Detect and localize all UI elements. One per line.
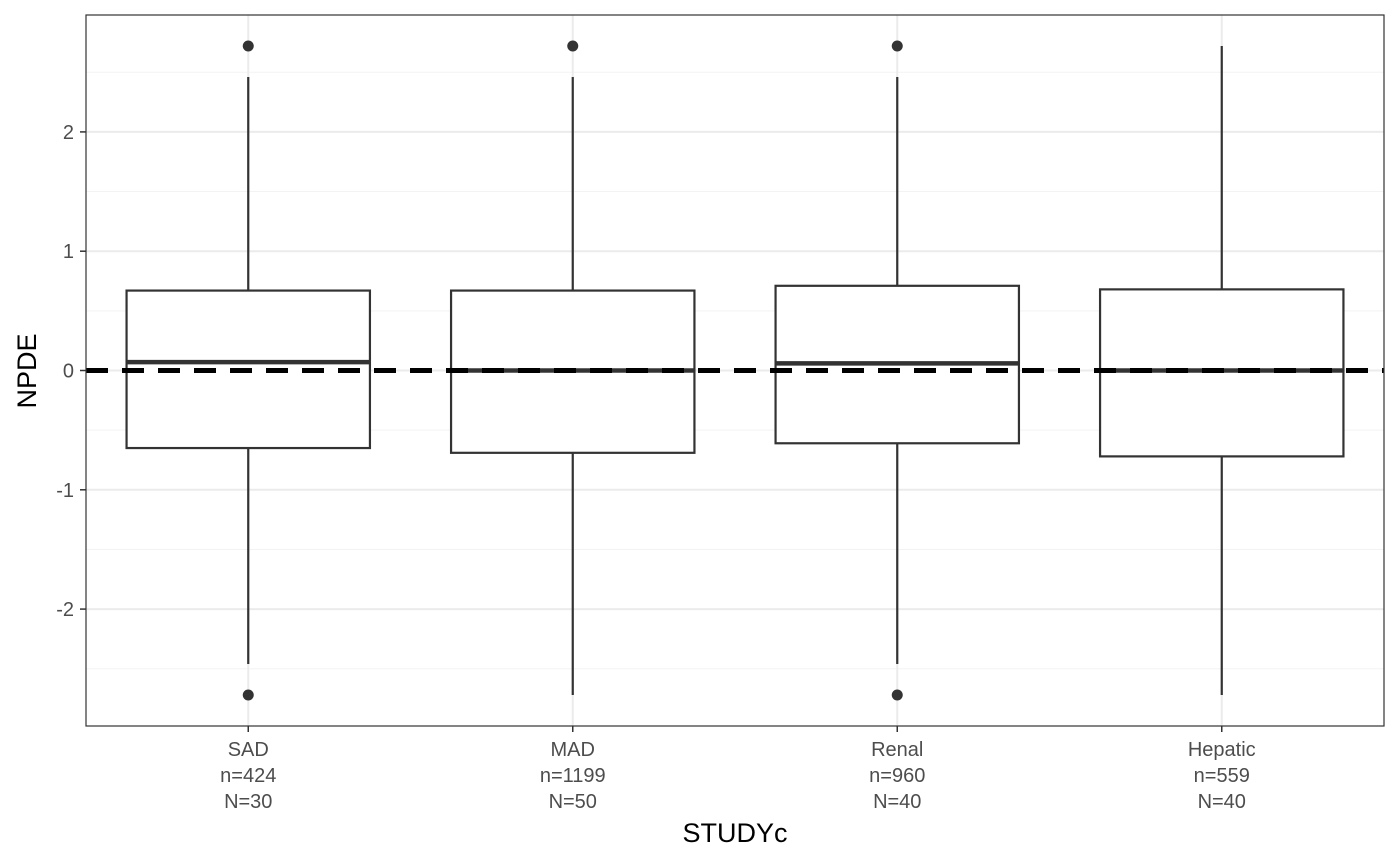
y-tick-label: 2 (63, 122, 74, 144)
x-tick-label: Hepatic (1188, 739, 1256, 761)
x-axis: SAD n=424 N=30 MAD n=1199 N=50 Renal n=960 N=40 H… (220, 726, 1256, 813)
y-tick-label: 0 (63, 361, 74, 383)
x-tick-label: N=40 (873, 791, 921, 813)
outlier-point (242, 689, 254, 701)
x-tick-label: SAD (228, 739, 269, 761)
x-axis-title: STUDYc (682, 818, 787, 848)
y-axis-title: NPDE (12, 333, 42, 408)
boxplot-renal (774, 40, 1021, 701)
x-tick-label: N=50 (549, 791, 597, 813)
outlier-point (891, 689, 903, 701)
outlier-point (567, 40, 579, 52)
x-tick-label: N=30 (224, 791, 272, 813)
x-tick-label: n=559 (1194, 765, 1250, 787)
y-tick-label: 1 (63, 241, 74, 263)
x-tick-label: MAD (551, 739, 595, 761)
y-tick-label: -1 (56, 480, 74, 502)
outlier-point (891, 40, 903, 52)
x-tick-label: n=424 (220, 765, 276, 787)
y-tick-label: -2 (56, 599, 74, 621)
x-tick-label: n=960 (869, 765, 925, 787)
x-tick-label: Renal (871, 739, 923, 761)
x-tick-label: n=1199 (540, 765, 606, 787)
x-tick-label: N=40 (1198, 791, 1246, 813)
outlier-point (242, 40, 254, 52)
y-axis: -2 -1 0 1 2 (56, 122, 86, 621)
